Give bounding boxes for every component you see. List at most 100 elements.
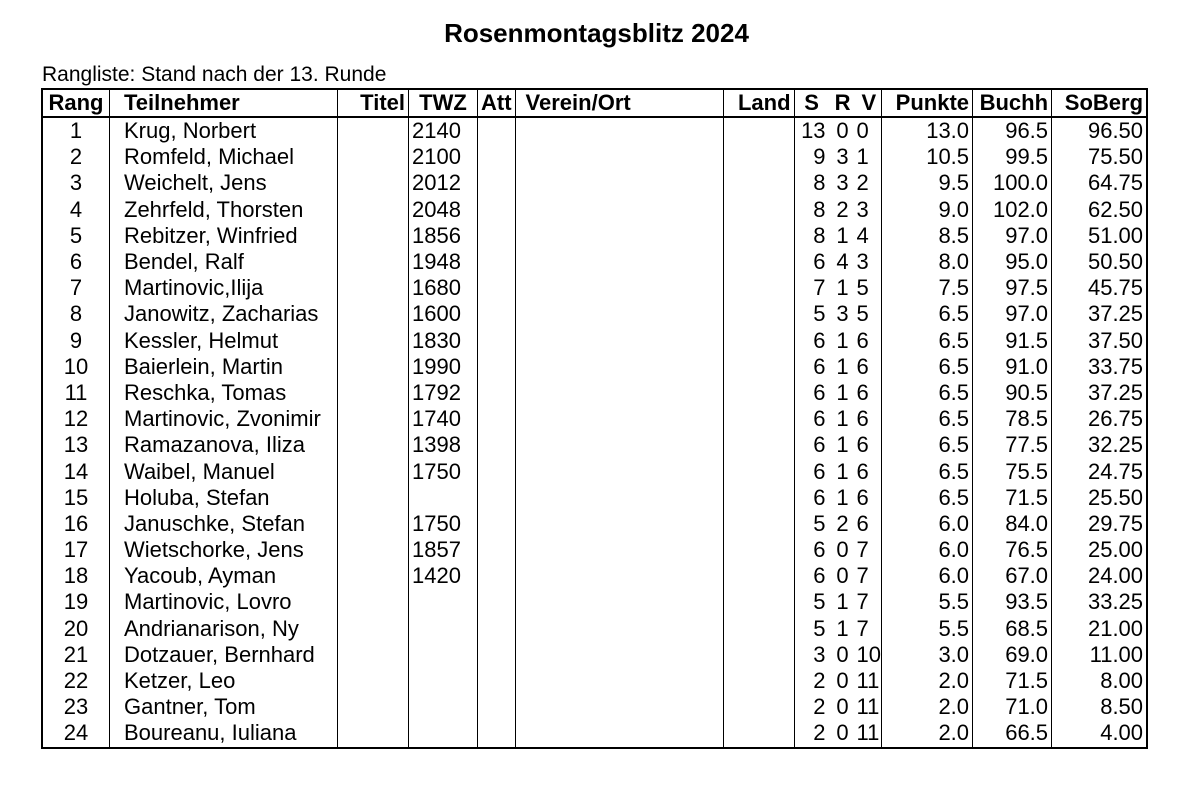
header-v: V xyxy=(856,89,883,118)
rank-cell: 1 xyxy=(42,117,110,145)
twz-cell: 1750 xyxy=(408,510,478,537)
buchholz-cell: 91.0 xyxy=(972,353,1053,380)
twz-cell: 1740 xyxy=(408,406,478,433)
verein-cell xyxy=(515,694,724,721)
att-cell xyxy=(477,641,516,668)
rank-cell: 24 xyxy=(42,720,110,748)
losses-cell: 11 xyxy=(856,694,883,721)
rank-cell: 8 xyxy=(42,301,110,328)
header-s: S xyxy=(794,89,829,118)
buchholz-cell: 97.0 xyxy=(972,222,1053,249)
titel-cell xyxy=(337,406,409,433)
twz-cell: 2012 xyxy=(408,170,478,197)
name-cell: Andrianarison, Ny xyxy=(124,615,299,641)
points-cell: 3.0 xyxy=(881,641,974,668)
table-row: 14 Waibel, Manuel 1750 6 1 6 6.5 75.5 24.75 xyxy=(42,458,1147,485)
sonneborn-berger-cell: 29.75 xyxy=(1087,510,1144,536)
rank-cell: 11 xyxy=(42,379,110,407)
sonneborn-berger-cell: 24.75 xyxy=(1087,458,1144,484)
verein-cell xyxy=(515,248,724,276)
wins-cell: 6 xyxy=(813,537,826,563)
land-cell xyxy=(723,327,795,354)
table-row: 9 Kessler, Helmut 1830 6 1 6 6.5 91.5 37.50 xyxy=(42,327,1147,354)
draws-cell: 1 xyxy=(836,379,849,405)
name-cell: Romfeld, Michael xyxy=(124,144,294,170)
twz-cell: 2140 xyxy=(408,117,478,145)
land-cell xyxy=(723,484,795,511)
buchholz-cell: 100.0 xyxy=(972,170,1053,197)
verein-cell xyxy=(515,353,724,380)
rank-cell: 9 xyxy=(42,327,110,354)
buchholz-cell: 95.0 xyxy=(972,248,1053,276)
land-cell xyxy=(723,170,795,197)
rank-cell: 17 xyxy=(42,537,110,564)
buchholz-cell: 68.5 xyxy=(972,615,1053,642)
rank-cell: 23 xyxy=(42,694,110,721)
table-row: 11 Reschka, Tomas 1792 6 1 6 6.5 90.5 37.25 xyxy=(42,379,1147,407)
losses-cell: 6 xyxy=(856,484,883,511)
table-row: 24 Boureanu, Iuliana 2 0 11 2.0 66.5 4.00 xyxy=(42,720,1147,748)
twz-cell xyxy=(408,589,478,616)
verein-cell xyxy=(515,510,724,537)
buchholz-cell: 90.5 xyxy=(972,379,1053,407)
land-cell xyxy=(723,379,795,407)
twz-cell xyxy=(408,484,478,511)
buchholz-cell: 71.5 xyxy=(972,667,1053,695)
att-cell xyxy=(477,589,516,616)
table-row: 21 Dotzauer, Bernhard 3 0 10 3.0 69.0 11.00 xyxy=(42,641,1147,668)
land-cell xyxy=(723,432,795,459)
verein-cell xyxy=(515,144,724,171)
titel-cell xyxy=(337,589,409,616)
table-row: 3 Weichelt, Jens 2012 8 3 2 9.5 100.0 64.75 xyxy=(42,170,1147,197)
land-cell xyxy=(723,117,795,145)
buchholz-cell: 97.5 xyxy=(972,275,1053,302)
table-row: 12 Martinovic, Zvonimir 1740 6 1 6 6.5 78.5 26.7… xyxy=(42,406,1147,433)
sonneborn-berger-cell: 21.00 xyxy=(1087,615,1144,641)
sonneborn-berger-cell: 75.50 xyxy=(1087,144,1144,170)
titel-cell xyxy=(337,563,409,590)
sonneborn-berger-cell: 45.75 xyxy=(1087,275,1144,301)
rank-cell: 16 xyxy=(42,510,110,537)
losses-cell: 4 xyxy=(856,222,883,249)
rank-cell: 10 xyxy=(42,353,110,380)
name-cell: Martinovic,Ilija xyxy=(124,275,264,301)
points-cell: 2.0 xyxy=(881,667,974,695)
points-cell: 8.5 xyxy=(881,222,974,249)
buchholz-cell: 93.5 xyxy=(972,589,1053,616)
twz-cell: 1600 xyxy=(408,301,478,328)
header-row: Rang Teilnehmer Titel TWZ Att Verein/Ort… xyxy=(42,89,1148,118)
draws-cell: 1 xyxy=(836,432,849,458)
wins-cell: 3 xyxy=(813,641,826,667)
losses-cell: 7 xyxy=(856,563,883,590)
twz-cell xyxy=(408,615,478,642)
twz-cell xyxy=(408,694,478,721)
twz-cell: 2100 xyxy=(408,144,478,171)
buchholz-cell: 77.5 xyxy=(972,432,1053,459)
verein-cell xyxy=(515,615,724,642)
sonneborn-berger-cell: 33.25 xyxy=(1087,589,1144,615)
draws-cell: 0 xyxy=(836,537,849,563)
points-cell: 13.0 xyxy=(881,117,974,145)
titel-cell xyxy=(337,248,409,276)
wins-cell: 2 xyxy=(813,668,826,694)
rank-cell: 7 xyxy=(42,275,110,302)
land-cell xyxy=(723,694,795,721)
wins-cell: 6 xyxy=(813,379,826,405)
att-cell xyxy=(477,720,516,748)
draws-cell: 1 xyxy=(836,353,849,379)
verein-cell xyxy=(515,196,724,223)
titel-cell xyxy=(337,720,409,748)
wins-cell: 6 xyxy=(813,353,826,379)
wins-cell: 8 xyxy=(813,170,826,196)
rank-cell: 22 xyxy=(42,667,110,695)
losses-cell: 7 xyxy=(856,615,883,642)
buchholz-cell: 75.5 xyxy=(972,458,1053,485)
losses-cell: 0 xyxy=(856,117,883,145)
att-cell xyxy=(477,615,516,642)
twz-cell: 1830 xyxy=(408,327,478,354)
rank-cell: 21 xyxy=(42,641,110,668)
sonneborn-berger-cell: 37.50 xyxy=(1087,327,1144,353)
twz-cell xyxy=(408,641,478,668)
verein-cell xyxy=(515,563,724,590)
titel-cell xyxy=(337,222,409,249)
